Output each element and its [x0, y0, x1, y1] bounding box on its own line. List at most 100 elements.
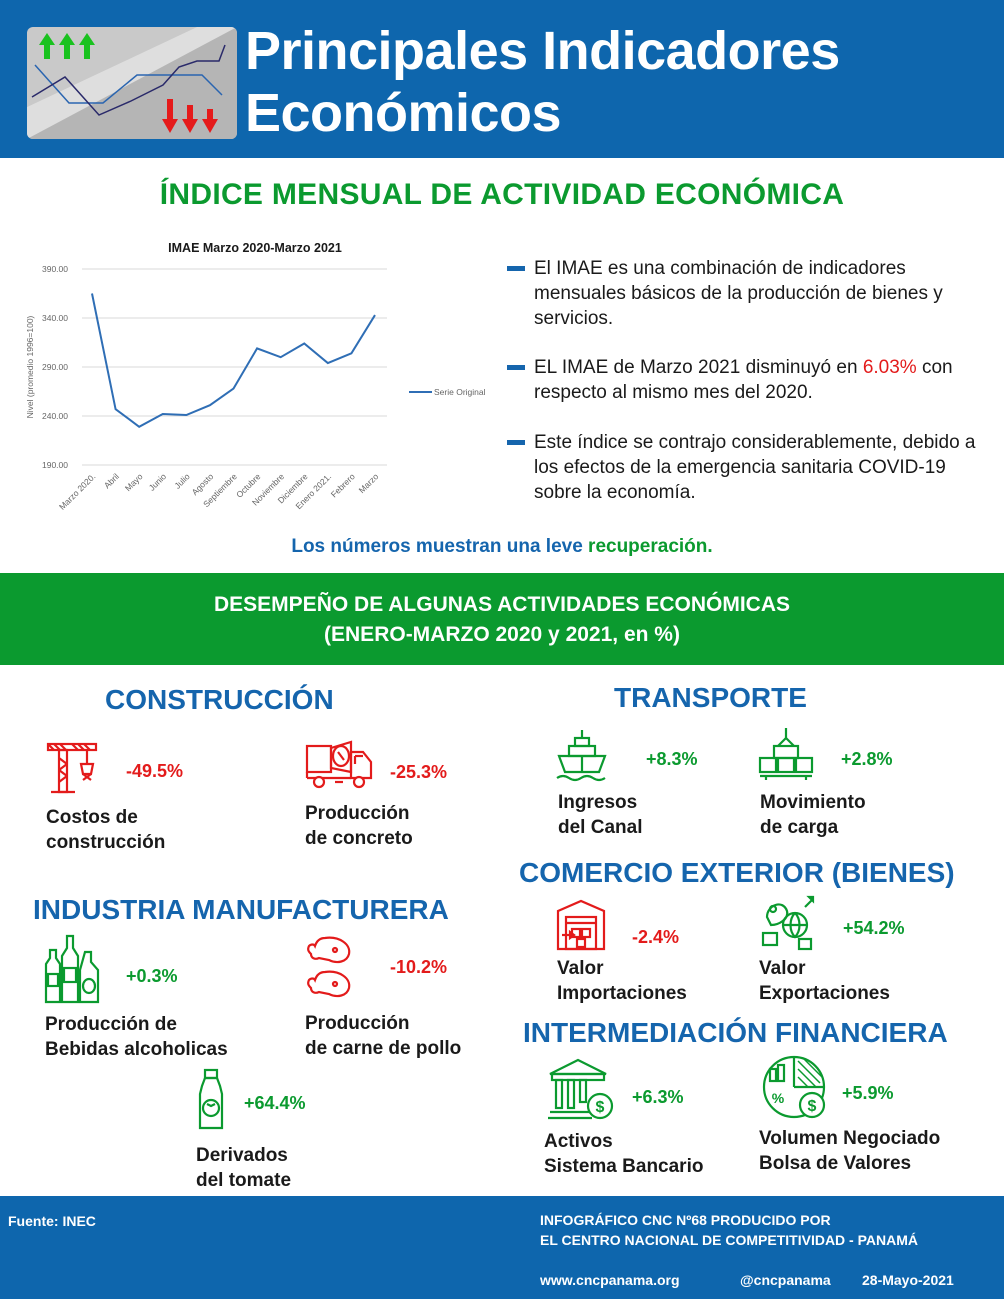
series-line-0 [91, 293, 376, 428]
sector-financiera: INTERMEDIACIÓN FINANCIERA [523, 1017, 948, 1048]
cargo-icon [758, 726, 814, 787]
page-title-line2: Económicos [245, 83, 562, 143]
exportaciones-label-line1: Valor [759, 958, 806, 979]
x-tick-label: Junio [147, 471, 169, 493]
bullet-text-part: El IMAE es una combinación de indicadore… [534, 258, 943, 329]
imae-bullet-text: El IMAE es una combinación de indicadore… [507, 256, 987, 331]
ship-icon [555, 728, 611, 789]
carga-label-line2: de carga [760, 817, 839, 838]
logo-trend-image [27, 27, 237, 139]
bolsa-value: +5.9% [842, 1083, 894, 1103]
costos-label: Costos de construcción [46, 805, 165, 855]
bolsa-label-line1: Volumen Negociado [759, 1128, 941, 1149]
bolsa-label-line2: Bolsa de Valores [759, 1153, 912, 1174]
x-tick-label: Julio [172, 471, 192, 491]
page-title: Principales Indicadores Económicos [245, 20, 840, 144]
carga-label: Movimiento de carga [760, 790, 866, 840]
canal-label: Ingresos del Canal [558, 790, 642, 840]
y-tick-label: 240.00 [42, 411, 68, 421]
concreto-label: Producción de concreto [305, 801, 413, 851]
chart-legend: Serie Original [409, 387, 486, 397]
website-link[interactable]: www.cncpanama.org [540, 1272, 680, 1288]
canal-value: +8.3% [646, 749, 698, 769]
recovery-note-highlight: recuperación. [588, 536, 713, 557]
importaciones-label: Valor Importaciones [557, 956, 687, 1006]
canal-label-line2: del Canal [558, 817, 643, 838]
bebidas-label-line2: Bebidas alcoholicas [45, 1039, 228, 1060]
y-tick-label: 190.00 [42, 460, 68, 470]
bullet-text-part: Este índice se contrajo considerablement… [534, 432, 976, 503]
y-tick-label: 340.00 [42, 313, 68, 323]
costos-label-line2: construcción [46, 832, 166, 853]
svg-text:%: % [772, 1090, 785, 1106]
bullet-dash-icon [507, 440, 525, 445]
x-tick-label: Abril [102, 471, 121, 490]
chicken-leg-icon [305, 934, 367, 1007]
x-tick-label: Marzo [357, 471, 381, 495]
activos-label-line2: Sistema Bancario [544, 1156, 704, 1177]
bullet-dash-icon [507, 365, 525, 370]
activos-label-line1: Activos [544, 1131, 613, 1152]
pollo-label-line2: de carne de pollo [305, 1038, 462, 1059]
sector-comercio: COMERCIO EXTERIOR (BIENES) [519, 857, 955, 888]
sector-transporte: TRANSPORTE [614, 682, 807, 713]
legend-series-label: Serie Original [434, 387, 486, 397]
sector-industria: INDUSTRIA MANUFACTURERA [33, 894, 449, 925]
tomate-label-line1: Derivados [196, 1145, 288, 1166]
imae-chart: IMAE Marzo 2020-Marzo 2021 Nivel (promed… [18, 232, 498, 532]
imae-bullet-2: EL IMAE de Marzo 2021 disminuyó en 6.03%… [507, 355, 987, 405]
x-tick-label: Febrero [329, 471, 357, 499]
banner-line2: (ENERO-MARZO 2020 y 2021, en %) [324, 623, 680, 646]
activos-value: +6.3% [632, 1087, 684, 1107]
pollo-label: Producción de carne de pollo [305, 1011, 461, 1061]
importaciones-value: -2.4% [632, 927, 680, 947]
carga-value: +2.8% [841, 749, 893, 769]
pollo-value: -10.2% [390, 957, 448, 977]
bullet-text-part: con respecto al mismo mes del 2020. [534, 357, 953, 403]
bullet-dash-icon [507, 266, 525, 271]
canal-label-line1: Ingresos [558, 792, 638, 813]
producer-line2: EL CENTRO NACIONAL DE COMPETITIVIDAD - P… [540, 1232, 919, 1248]
imae-bullet-1: El IMAE es una combinación de indicadore… [507, 256, 987, 331]
bebidas-label: Producción de Bebidas alcoholicas [45, 1012, 228, 1062]
imae-line-chart: IMAE Marzo 2020-Marzo 2021 Nivel (promed… [25, 241, 486, 512]
concreto-value: -25.3% [390, 762, 448, 782]
imae-bullet-text: Este índice se contrajo considerablement… [507, 430, 987, 505]
recovery-note: Los números muestran una leve recuperaci… [0, 536, 1004, 558]
exportaciones-label: Valor Exportaciones [759, 956, 890, 1006]
y-tick-label: 390.00 [42, 264, 68, 274]
costos-value: -49.5% [126, 761, 184, 781]
performance-banner: DESEMPEÑO DE ALGUNAS ACTIVIDADES ECONÓMI… [0, 573, 1004, 665]
concreto-label-line1: Producción [305, 803, 410, 824]
bottles-icon [44, 934, 100, 1009]
pollo-label-line1: Producción [305, 1013, 410, 1034]
footer: Fuente: INEC INFOGRÁFICO CNC Nº68 PRODUC… [0, 1196, 1004, 1299]
costos-label-line1: Costos de [46, 807, 138, 828]
banner-line1: DESEMPEÑO DE ALGUNAS ACTIVIDADES ECONÓMI… [214, 593, 790, 616]
imae-bullet-text: EL IMAE de Marzo 2021 disminuyó en 6.03%… [507, 355, 987, 405]
tomate-label-line2: del tomate [196, 1170, 292, 1191]
concreto-label-line2: de concreto [305, 828, 413, 849]
page-title-line1: Principales Indicadores [245, 21, 840, 81]
importaciones-label-line1: Valor [557, 958, 604, 979]
header-banner: Principales Indicadores Económicos [0, 0, 1004, 158]
tomato-bottle-icon [196, 1068, 226, 1135]
imae-section-title: ÍNDICE MENSUAL DE ACTIVIDAD ECONÓMICA [159, 178, 845, 211]
bullet-text-part: EL IMAE de Marzo 2021 disminuyó en [534, 357, 863, 378]
bolsa-label: Volumen Negociado Bolsa de Valores [759, 1126, 940, 1176]
bebidas-value: +0.3% [126, 966, 178, 986]
globe-export-icon [757, 895, 815, 956]
recovery-note-text: Los números muestran una leve [291, 536, 589, 557]
y-tick-label: 290.00 [42, 362, 68, 372]
crane-icon [45, 740, 99, 801]
tomate-value: +64.4% [244, 1093, 306, 1113]
x-tick-label: Marzo 2020. [57, 471, 97, 511]
sector-construccion: CONSTRUCCIÓN [105, 684, 334, 715]
carga-label-line1: Movimiento [760, 792, 866, 813]
social-handle[interactable]: @cncpanama [740, 1272, 831, 1288]
pie-chart-money-icon: % $ [760, 1053, 830, 1128]
importaciones-label-line2: Importaciones [557, 983, 687, 1004]
producer-line1: INFOGRÁFICO CNC Nº68 PRODUCIDO POR [540, 1212, 831, 1228]
bank-icon: $ [546, 1056, 616, 1127]
publication-date: 28-Mayo-2021 [862, 1272, 954, 1288]
